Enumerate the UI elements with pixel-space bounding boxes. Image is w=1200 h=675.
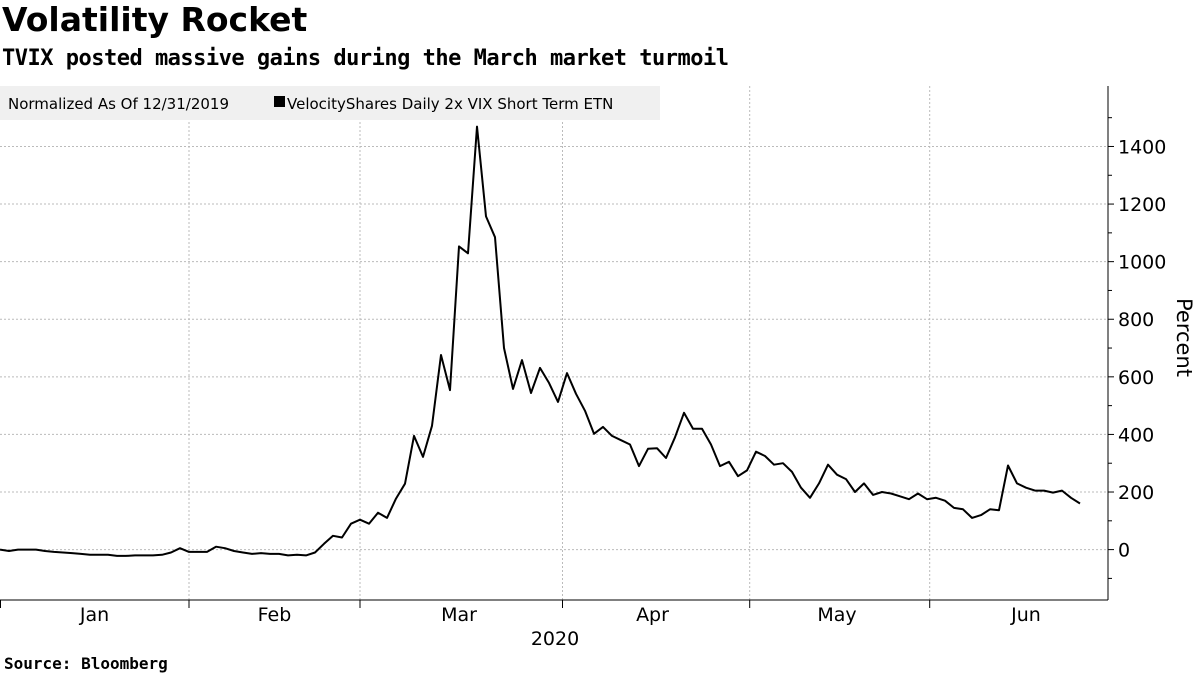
y-tick-label: 1200 — [1118, 194, 1166, 216]
y-tick-label: 800 — [1118, 309, 1154, 331]
gridlines — [0, 86, 1108, 600]
legend-background — [0, 86, 660, 120]
x-tick-label: May — [817, 604, 856, 626]
series-line — [0, 125, 1081, 557]
legend-swatch — [274, 96, 285, 107]
x-axis-label: 2020 — [531, 628, 579, 650]
chart-subtitle: TVIX posted massive gains during the Mar… — [2, 46, 729, 71]
y-tick-label: 1000 — [1118, 252, 1166, 274]
y-tick-label: 400 — [1118, 424, 1154, 446]
x-tick-label: Mar — [441, 604, 477, 626]
legend-entry: VelocityShares Daily 2x VIX Short Term E… — [287, 95, 613, 113]
y-axis-label: Percent — [1172, 298, 1196, 377]
legend-note: Normalized As Of 12/31/2019 — [8, 95, 229, 113]
axes: 0 200 400 600 800 1000 1200 1400 Jan Feb Mar Apr May… — [0, 86, 1166, 626]
chart-title: Volatility Rocket — [2, 0, 308, 39]
y-tick-label: 0 — [1118, 540, 1130, 562]
y-tick-label: 1400 — [1118, 136, 1166, 158]
x-tick-label: Feb — [258, 604, 292, 626]
legend: Normalized As Of 12/31/2019 VelocityShar… — [0, 86, 660, 120]
x-tick-label: Apr — [636, 604, 669, 626]
source-note: Source: Bloomberg — [4, 654, 168, 673]
x-tick-label: Jan — [79, 604, 109, 626]
y-tick-label: 600 — [1118, 367, 1154, 389]
x-tick-label: Jun — [1010, 604, 1041, 626]
y-tick-label: 200 — [1118, 482, 1154, 504]
